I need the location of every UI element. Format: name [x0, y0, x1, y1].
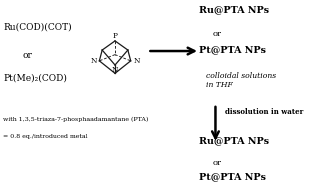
Text: Pt@PTA NPs: Pt@PTA NPs	[199, 172, 266, 181]
Text: or: or	[212, 159, 221, 167]
Text: Ru(COD)(COT): Ru(COD)(COT)	[3, 23, 72, 32]
Text: N: N	[90, 57, 97, 65]
Text: N: N	[133, 57, 140, 65]
Text: with 1,3,5-triaza-7-phosphaadamantane (PTA): with 1,3,5-triaza-7-phosphaadamantane (P…	[3, 117, 149, 122]
Text: dissolution in water: dissolution in water	[225, 108, 304, 115]
Text: Ru@PTA NPs: Ru@PTA NPs	[199, 136, 269, 145]
Text: Ru@PTA NPs: Ru@PTA NPs	[199, 6, 269, 15]
Text: N: N	[112, 66, 118, 74]
Text: or: or	[212, 30, 221, 38]
Text: P: P	[112, 32, 118, 40]
Text: Pt@PTA NPs: Pt@PTA NPs	[199, 45, 266, 54]
Text: Pt(Me)₂(COD): Pt(Me)₂(COD)	[3, 74, 67, 83]
Text: = 0.8 eq./introduced metal: = 0.8 eq./introduced metal	[3, 134, 88, 139]
Text: colloidal solutions
in THF: colloidal solutions in THF	[206, 72, 276, 89]
Text: or: or	[23, 51, 32, 60]
